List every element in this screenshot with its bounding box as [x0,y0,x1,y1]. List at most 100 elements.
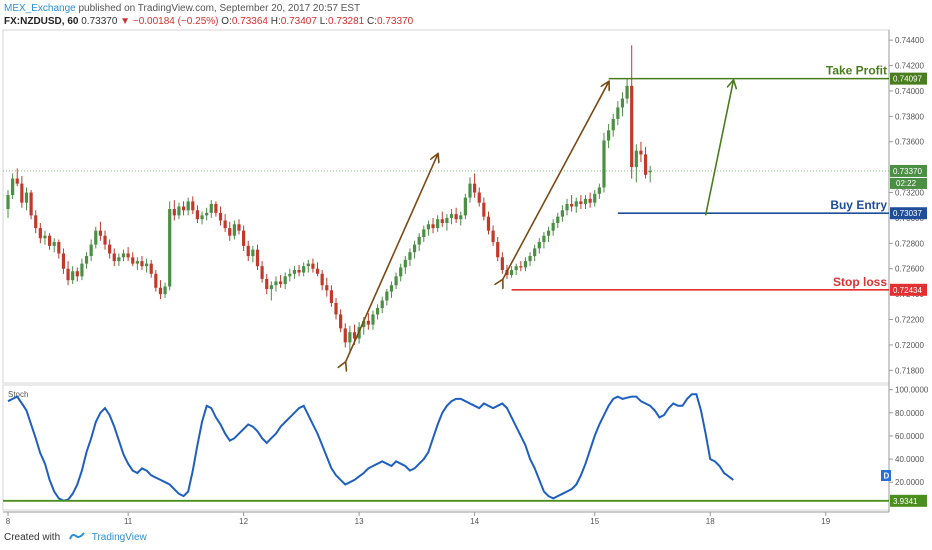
stoch-badge [881,470,891,481]
price-tick-label: 0.71800 [895,366,924,375]
time-tick-label: 11 [124,517,133,526]
candle-body [334,303,338,315]
candle-body [431,224,435,229]
candle-body [417,236,421,245]
tradingview-brand[interactable]: TradingView [91,532,147,544]
candle-body [177,206,181,216]
candle-body [426,224,431,230]
candle-body [75,271,79,277]
candle-body [251,249,255,257]
candle-body [570,203,574,207]
price-panel [2,29,890,384]
candle-body [61,253,66,269]
candle-body [94,230,98,245]
close-label: C: [366,16,377,27]
published-info: published on TradingView.com, September … [78,3,361,14]
candle-body [449,214,454,218]
price-tick-label: 0.73200 [895,189,924,198]
stoch-tick-label: 80.0000 [895,409,924,418]
candle-body [278,281,283,284]
candle-body [579,201,583,204]
candle-body [292,269,297,274]
price-tick-label: 0.72800 [895,239,924,248]
price-tick-label: 0.72600 [895,265,924,274]
price-tick-label: 0.74200 [895,62,924,71]
candle-body [343,328,347,343]
candle-body [20,183,24,203]
candle-body [158,287,163,295]
level-price-badge-text: 0.73037 [893,209,922,218]
candle-body [209,203,213,213]
candle-body [255,249,260,267]
countdown-badge [890,177,927,189]
low-label: L: [319,16,329,27]
candle-body [630,85,634,168]
candle-body [565,203,569,211]
price-tick-label: 0.73600 [895,138,924,147]
candle-body [311,263,315,269]
high-label: H: [270,16,281,27]
price-tick-label: 0.72200 [895,316,924,325]
candle-body [315,268,320,274]
countdown-badge-text: 02:22 [896,179,917,188]
time-tick-label: 18 [706,517,715,526]
candle-body [593,193,597,203]
candle-body [486,216,491,231]
stoch-level-badge [890,494,927,507]
candle-body [57,242,61,254]
open-label: O: [221,16,232,27]
candle-body [126,253,130,258]
time-tick-label: 15 [590,517,599,526]
level-price-badge-text: 0.72434 [893,286,922,295]
candle-body [34,215,38,229]
candle-body [519,266,523,268]
candle-body [394,276,398,286]
candle-body [648,170,652,173]
candle-body [616,107,620,119]
current-price-badge-text: 0.73370 [893,167,922,176]
time-tick-label: 13 [355,517,364,526]
publisher-name[interactable]: MEX_Exchange [4,3,76,14]
candle-body [145,263,149,267]
candle-body [181,206,186,211]
candle-body [29,192,33,216]
candle-body [80,263,84,277]
candle-body [436,219,440,229]
candle-body [496,242,500,258]
level-label-buy-entry: Buy Entry [830,198,887,212]
candle-body [607,130,611,141]
candle-body [380,300,384,309]
candle-body [491,230,495,243]
projection-arrow-1 [345,154,437,362]
candle-body [399,267,403,277]
candle-body [283,276,287,284]
candle-body [473,183,477,193]
last-price: 0.73370 [81,16,118,27]
candle-body [265,278,269,290]
candle-body [223,220,227,229]
candle-body [588,198,592,203]
candle-body [574,201,578,207]
candle-body [389,285,394,292]
candle-body [542,235,546,243]
candle-body [112,253,116,262]
stoch-tick-label: 60.0000 [895,432,924,441]
candle-body [454,214,458,220]
candle-body [200,215,204,220]
candle-body [274,281,278,286]
candle-body [412,244,417,253]
candle-body [523,261,528,268]
stoch-label: Stoch [8,390,28,399]
level-price-badge [890,72,927,85]
candle-body [556,216,560,224]
candle-body [98,230,102,236]
level-label-stop-loss: Stop loss [833,275,887,289]
candle-body [237,224,241,231]
stoch-badge-text: D [884,472,890,481]
candle-body [468,183,472,198]
stoch-level-badge-text: 3.9341 [893,497,918,506]
candle-body [288,273,292,277]
candle-body [228,228,232,236]
stoch-tick-label: 20.0000 [895,478,924,487]
